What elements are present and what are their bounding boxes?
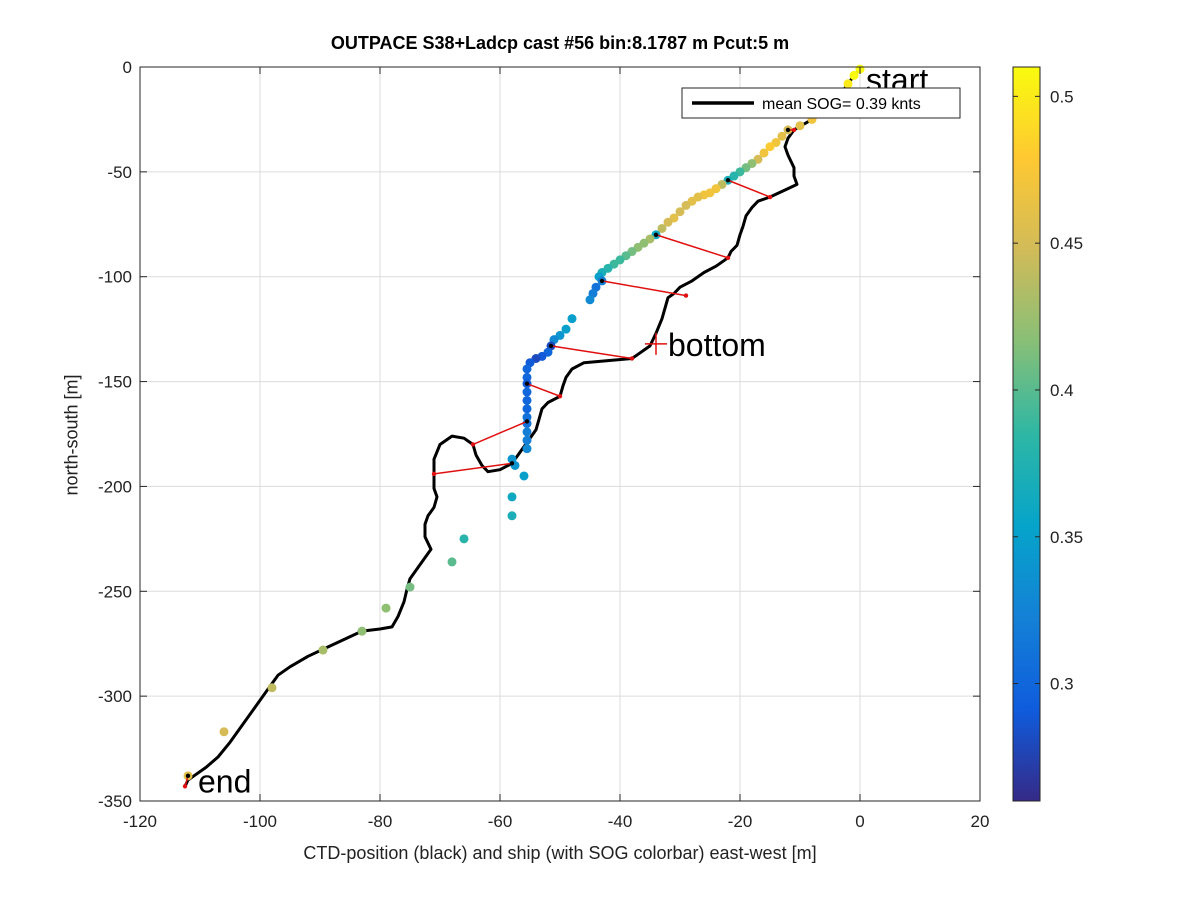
x-tick-label: 20	[971, 812, 990, 831]
y-tick-label: -150	[98, 373, 132, 392]
ship-sog-point	[357, 626, 367, 636]
ctd-marker	[431, 471, 437, 477]
ship-marker	[185, 773, 191, 779]
ship-sog-point	[681, 200, 691, 210]
connector-line	[601, 280, 687, 297]
x-tick-label: -20	[728, 812, 753, 831]
y-tick-label: -250	[98, 582, 132, 601]
x-tick-label: -40	[608, 812, 633, 831]
connector-line	[433, 462, 513, 475]
ship-sog-point	[849, 70, 859, 80]
ship-sog-point	[405, 582, 415, 592]
connector-line	[550, 345, 633, 360]
x-axis-label: CTD-position (black) and ship (with SOG …	[303, 843, 817, 863]
y-tick-label: -200	[98, 477, 132, 496]
chart-title: OUTPACE S38+Ladcp cast #56 bin:8.1787 m …	[330, 33, 790, 53]
x-tick-label: -120	[123, 812, 157, 831]
connector-line	[472, 420, 528, 446]
ship-sog-point	[765, 142, 775, 152]
ship-sog-point	[267, 683, 277, 693]
ship-sog-point	[522, 404, 532, 414]
plot-frame	[139, 66, 981, 802]
ship-marker	[524, 381, 530, 386]
colorbar-tick-label: 0.45	[1050, 234, 1083, 253]
ship-marker	[548, 343, 554, 349]
connector-line	[655, 234, 729, 259]
colorbar-tick-label: 0.4	[1050, 381, 1074, 400]
colorbar-tick-label: 0.35	[1050, 528, 1083, 547]
ship-sog-point	[843, 79, 853, 89]
ship-sog-point	[561, 324, 571, 334]
ship-marker	[653, 232, 659, 237]
ship-marker	[509, 461, 515, 466]
ctd-track-line	[183, 68, 862, 787]
ctd-marker	[629, 356, 635, 361]
ship-sog-point	[522, 387, 532, 397]
ship-sog-point	[522, 427, 532, 437]
annotation-bottom: bottom	[668, 327, 766, 363]
annotation-end: end	[198, 763, 251, 799]
ship-marker	[725, 178, 731, 183]
ctd-marker	[791, 127, 797, 133]
ship-sog-point	[318, 645, 328, 655]
x-tick-label: -60	[488, 812, 513, 831]
y-tick-label: 0	[123, 58, 132, 77]
ship-sog-point	[219, 727, 229, 737]
ship-sog-point	[522, 412, 532, 422]
ctd-marker	[557, 394, 563, 399]
ship-sog-point	[585, 295, 595, 305]
ship-sog-point	[522, 364, 532, 374]
ship-sog-point	[447, 557, 457, 567]
ship-sog-point	[519, 471, 529, 481]
ctd-marker	[767, 194, 773, 200]
y-axis-label: north-south [m]	[61, 374, 82, 496]
ship-sog-point	[381, 603, 391, 613]
ctd-marker	[683, 293, 689, 298]
ship-sog-point	[759, 148, 769, 158]
x-tick-label: 0	[855, 812, 864, 831]
ship-sog-point	[459, 534, 469, 544]
connector-line	[526, 382, 561, 397]
ship-marker	[599, 278, 605, 284]
ship-sog-point	[522, 444, 532, 454]
legend-label: mean SOG= 0.39 knts	[762, 96, 921, 113]
y-tick-label: -300	[98, 687, 132, 706]
plot-background	[140, 67, 980, 801]
ship-marker	[785, 127, 791, 133]
colorbar-tick-label: 0.3	[1050, 675, 1074, 694]
ship-sog-point	[657, 223, 667, 233]
x-tick-label: -100	[243, 812, 277, 831]
ship-sog-point	[522, 372, 532, 382]
y-tick-label: -50	[107, 163, 132, 182]
colorbar	[1012, 66, 1041, 802]
ship-sog-point	[663, 217, 673, 227]
ctd-marker	[725, 255, 731, 261]
ship-sog-point	[507, 492, 517, 502]
colorbar-tick-label: 0.5	[1050, 87, 1074, 106]
ctd-marker	[182, 784, 188, 789]
ship-sog-point	[567, 314, 577, 324]
connector-line	[727, 179, 771, 198]
ship-sog-point	[795, 121, 805, 131]
ship-marker	[524, 419, 530, 424]
ctd-marker	[470, 442, 476, 447]
y-tick-label: -350	[98, 792, 132, 811]
y-tick-label: -100	[98, 268, 132, 287]
ship-sog-point	[777, 131, 787, 141]
ship-sog-point	[507, 511, 517, 521]
ship-sog-point	[522, 395, 532, 405]
ship-sog-point	[522, 435, 532, 445]
x-tick-label: -80	[368, 812, 393, 831]
ship-sog-point	[675, 207, 685, 217]
